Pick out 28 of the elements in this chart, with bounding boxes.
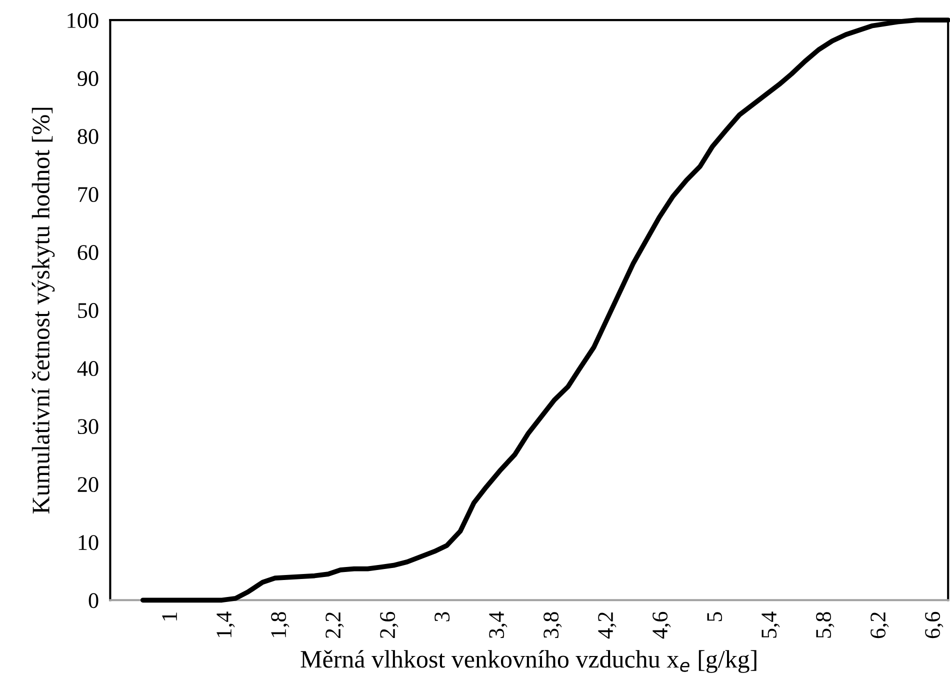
- y-tick-label: 20: [78, 477, 98, 492]
- x-tick-label: 2,6: [380, 612, 398, 638]
- x-tick-label: 6,6: [925, 612, 944, 638]
- y-tick-label: 40: [77, 361, 98, 376]
- y-tick-label: 100: [68, 13, 98, 28]
- y-tick-label: 70: [78, 187, 98, 202]
- x-tick-label: 4,2: [598, 612, 616, 639]
- x-tick-label: 6,2: [870, 612, 889, 638]
- y-tick-label: 10: [78, 535, 98, 550]
- x-tick-label: 5,8: [816, 612, 834, 638]
- y-tick-label: 90: [78, 71, 98, 86]
- x-tick-label: 3,8: [544, 612, 562, 638]
- x-tick-label: 5,4: [762, 612, 780, 638]
- y-tick-label: 50: [78, 303, 98, 318]
- y-tick-label: 0: [88, 593, 98, 608]
- x-axis-title: Měrná vlhkost venkovního vzduchu x$_{e}$ [g/kg]: [300, 650, 756, 673]
- x-tick-label: 1,8: [271, 612, 290, 638]
- y-tick-label: 30: [78, 419, 98, 434]
- y-axis-title: Kumulativní četnost výskytu hodnot [%]: [32, 108, 55, 514]
- x-tick-label: 3: [434, 612, 450, 622]
- x-tick-label: 5: [707, 612, 722, 622]
- y-tick-label: 60: [78, 245, 98, 260]
- x-tick-label: 4,6: [652, 612, 671, 639]
- x-tick-label: 3,4: [489, 612, 508, 638]
- x-tick-label: 1: [162, 612, 177, 620]
- y-tick-label: 80: [78, 129, 98, 144]
- x-tick-label: 1,4: [216, 612, 235, 638]
- x-tick-label: 2,2: [326, 612, 344, 638]
